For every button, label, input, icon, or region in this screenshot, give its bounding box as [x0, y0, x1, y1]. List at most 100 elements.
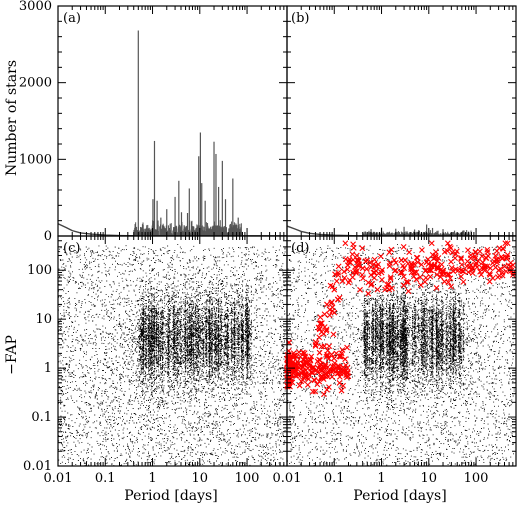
red-cross-marker	[500, 245, 507, 252]
red-cross-marker	[324, 368, 331, 375]
red-cross-marker	[321, 311, 328, 318]
red-cross-marker	[405, 279, 411, 286]
scatter-point	[394, 337, 397, 340]
red-cross-marker	[365, 290, 372, 297]
red-cross-marker	[312, 341, 319, 348]
red-cross-marker	[331, 355, 337, 362]
red-cross-marker	[486, 270, 493, 277]
red-cross-marker	[345, 258, 352, 265]
red-cross-marker	[359, 265, 366, 272]
red-cross-marker	[441, 249, 448, 255]
scatter-point	[104, 358, 107, 361]
scatter-point	[268, 352, 271, 355]
red-cross-marker	[371, 269, 378, 276]
red-cross-marker	[323, 353, 330, 360]
red-cross-marker	[338, 387, 345, 394]
y-tick-label: 1000	[19, 152, 52, 167]
red-cross-marker	[322, 361, 329, 368]
red-cross-marker	[337, 370, 344, 377]
scatter-point	[232, 343, 234, 346]
red-cross-marker	[340, 382, 346, 389]
red-cross-marker	[335, 263, 342, 270]
red-cross-marker	[359, 245, 366, 252]
red-cross-marker	[379, 276, 385, 283]
red-cross-marker	[300, 356, 307, 363]
red-cross-marker	[465, 247, 471, 254]
red-cross-marker	[400, 273, 407, 280]
scatter-point	[366, 343, 369, 346]
x-tick-label: 100	[464, 471, 489, 486]
red-cross-marker	[293, 373, 300, 379]
x-tick-label: 0.01	[44, 471, 73, 486]
scatter-point	[180, 274, 182, 276]
red-cross-marker	[324, 347, 331, 354]
red-cross-marker	[458, 273, 464, 280]
red-cross-marker	[296, 365, 302, 371]
red-cross-marker	[492, 264, 499, 271]
scatter-point	[118, 323, 121, 325]
red-cross-marker	[330, 366, 337, 373]
y-axis-label-bottom: −FAP	[4, 335, 20, 375]
y-tick-label: 1	[44, 361, 52, 376]
scatter-point	[137, 303, 140, 306]
x-tick-label: 0.1	[324, 471, 345, 486]
red-cross-marker	[335, 364, 342, 370]
red-cross-marker	[320, 391, 327, 398]
red-cross-marker	[444, 271, 451, 278]
scatter-point	[241, 303, 244, 306]
red-cross-marker	[335, 269, 342, 276]
red-cross-marker	[464, 263, 470, 270]
red-cross-marker	[305, 376, 312, 383]
x-axis-label-right: Period [days]	[353, 488, 446, 504]
red-cross-marker	[314, 381, 321, 388]
red-cross-marker	[487, 272, 493, 278]
scatter-point	[79, 347, 82, 350]
red-cross-marker	[324, 301, 330, 308]
scatter-point	[65, 363, 68, 366]
scatter-dot-cloud	[363, 243, 465, 414]
red-cross-marker	[423, 259, 430, 266]
red-cross-marker	[460, 279, 467, 285]
red-cross-marker	[399, 269, 405, 276]
red-cross-marker	[387, 275, 394, 282]
red-cross-marker	[384, 281, 391, 288]
red-cross-marker	[477, 268, 483, 275]
red-cross-marker	[496, 272, 503, 279]
red-cross-marker	[504, 254, 510, 261]
red-cross-marker	[438, 261, 445, 268]
red-cross-marker	[423, 274, 429, 281]
scatter-point	[127, 343, 129, 346]
panel-a-frame	[57, 5, 288, 237]
red-cross-marker	[467, 255, 474, 262]
red-cross-marker	[312, 388, 319, 395]
red-cross-marker	[304, 381, 311, 388]
y-tick-label: 3000	[19, 0, 52, 14]
red-cross-marker	[474, 264, 480, 271]
red-cross-marker	[428, 240, 435, 247]
red-cross-marker	[357, 286, 363, 293]
red-cross-marker	[290, 354, 297, 361]
scatter-point	[198, 269, 201, 272]
red-cross-marker	[329, 283, 336, 290]
red-cross-marker	[293, 367, 299, 374]
red-cross-marker	[326, 312, 333, 319]
panel-b	[286, 5, 517, 237]
red-cross-marker	[339, 278, 346, 284]
red-cross-marker	[386, 249, 393, 256]
red-cross-marker	[326, 384, 332, 391]
x-tick-label: 100	[235, 471, 260, 486]
red-cross-marker	[418, 261, 425, 268]
red-cross-marker	[392, 267, 399, 274]
red-cross-marker	[333, 278, 340, 284]
y-axis-label-top: Number of stars	[4, 60, 20, 176]
red-cross-marker	[391, 257, 398, 264]
red-cross-marker	[448, 283, 454, 290]
panel-a: 0 1000 2000 3000	[19, 0, 288, 244]
red-cross-marker	[382, 286, 389, 293]
red-cross-marker	[444, 240, 451, 247]
red-cross-marker	[298, 378, 305, 385]
scatter-point	[160, 318, 162, 320]
red-cross-marker	[458, 261, 465, 268]
y-tick-label: 0	[44, 229, 52, 244]
x-tick-label: 10	[421, 471, 438, 486]
